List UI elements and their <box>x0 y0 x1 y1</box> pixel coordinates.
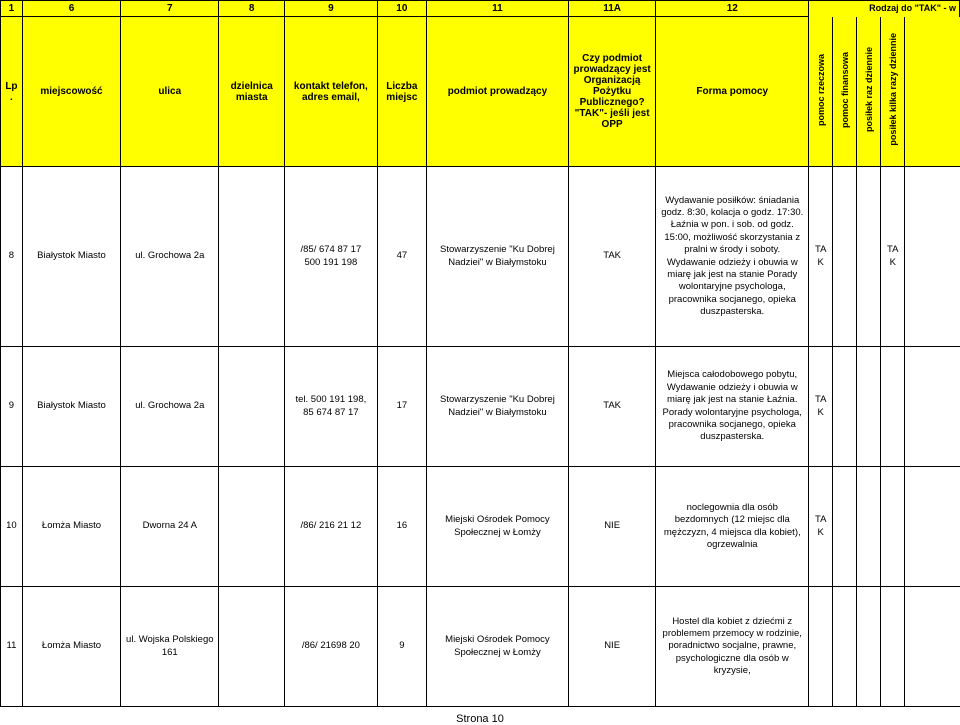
cell-lp: 9 <box>1 347 23 467</box>
table-row: 11 Łomża Miasto ul. Wojska Polskiego 161… <box>1 587 960 707</box>
hdr-v4-label: posiłek kilka razy dziennie <box>888 33 898 146</box>
cell-kontakt: tel. 500 191 198, 85 674 87 17 <box>284 347 377 467</box>
cell-opp: TAK <box>568 347 655 467</box>
data-table: 1 6 7 8 9 10 11 11A 12 Rodzaj do "TAK" -… <box>0 0 960 707</box>
cell-v4 <box>881 587 905 707</box>
cell-ulica: Dworna 24 A <box>121 467 219 587</box>
table-body: 8 Białystok Miasto ul. Grochowa 2a /85/ … <box>1 167 960 707</box>
cell-podmiot: Miejski Ośrodek Pomocy Społecznej w Łomż… <box>426 587 568 707</box>
cell-dzielnica <box>219 347 285 467</box>
hdr-v3-label: posiłek raz dziennie <box>864 47 874 132</box>
cell-opp: NIE <box>568 467 655 587</box>
cell-miejscowosc: Łomża Miasto <box>22 467 120 587</box>
cell-v1 <box>809 587 833 707</box>
hdr-v1-label: pomoc rzeczowa <box>816 54 826 126</box>
colnum-12: 12 <box>656 1 809 17</box>
cell-ulica: ul. Wojska Polskiego 161 <box>121 587 219 707</box>
colnum-11a: 11A <box>568 1 655 17</box>
cell-forma: Hostel dla kobiet z dziećmi z problemem … <box>656 587 809 707</box>
rodzaj-label: Rodzaj do "TAK" - w <box>869 3 956 13</box>
cell-miejscowosc: Łomża Miasto <box>22 587 120 707</box>
column-label-row: Lp. miejscowość ulica dzielnica miasta k… <box>1 17 960 167</box>
cell-kontakt: /86/ 21698 20 <box>284 587 377 707</box>
cell-extra <box>905 347 960 467</box>
cell-v2 <box>833 467 857 587</box>
cell-v1: TAK <box>809 467 833 587</box>
colnum-9: 9 <box>284 1 377 17</box>
cell-extra <box>905 167 960 347</box>
hdr-dzielnica: dzielnica miasta <box>219 17 285 167</box>
cell-extra <box>905 587 960 707</box>
cell-ulica: ul. Grochowa 2a <box>121 347 219 467</box>
cell-v2 <box>833 587 857 707</box>
cell-liczba: 9 <box>377 587 426 707</box>
cell-forma: Wydawanie posiłków: śniadania godz. 8:30… <box>656 167 809 347</box>
colnum-6: 6 <box>22 1 120 17</box>
hdr-opp: Czy podmiot prowadzący jest Organizacją … <box>568 17 655 167</box>
cell-podmiot: Stowarzyszenie "Ku Dobrej Nadziei" w Bia… <box>426 347 568 467</box>
cell-miejscowosc: Białystok Miasto <box>22 167 120 347</box>
cell-dzielnica <box>219 587 285 707</box>
colnum-10: 10 <box>377 1 426 17</box>
cell-v3 <box>857 347 881 467</box>
hdr-v1: pomoc rzeczowa <box>809 17 833 167</box>
cell-v1: TAK <box>809 167 833 347</box>
hdr-v2-label: pomoc finansowa <box>840 52 850 128</box>
cell-v4 <box>881 467 905 587</box>
cell-dzielnica <box>219 167 285 347</box>
cell-podmiot: Stowarzyszenie "Ku Dobrej Nadziei" w Bia… <box>426 167 568 347</box>
cell-lp: 11 <box>1 587 23 707</box>
hdr-kontakt: kontakt telefon, adres email, <box>284 17 377 167</box>
hdr-ulica: ulica <box>121 17 219 167</box>
cell-v2 <box>833 167 857 347</box>
column-number-row: 1 6 7 8 9 10 11 11A 12 Rodzaj do "TAK" -… <box>1 1 960 17</box>
table-row: 10 Łomża Miasto Dworna 24 A /86/ 216 21 … <box>1 467 960 587</box>
cell-forma: noclegownia dla osób bezdomnych (12 miej… <box>656 467 809 587</box>
colnum-7: 7 <box>121 1 219 17</box>
cell-opp: NIE <box>568 587 655 707</box>
cell-kontakt: /86/ 216 21 12 <box>284 467 377 587</box>
hdr-v3: posiłek raz dziennie <box>857 17 881 167</box>
cell-extra <box>905 467 960 587</box>
cell-v3 <box>857 167 881 347</box>
table-row: 8 Białystok Miasto ul. Grochowa 2a /85/ … <box>1 167 960 347</box>
hdr-v4: posiłek kilka razy dziennie <box>881 17 905 167</box>
cell-v4 <box>881 347 905 467</box>
hdr-miejscowosc: miejscowość <box>22 17 120 167</box>
hdr-forma: Forma pomocy <box>656 17 809 167</box>
cell-v1: TAK <box>809 347 833 467</box>
hdr-podmiot: podmiot prowadzący <box>426 17 568 167</box>
cell-forma: Miejsca całodobowego pobytu, Wydawanie o… <box>656 347 809 467</box>
cell-ulica: ul. Grochowa 2a <box>121 167 219 347</box>
cell-v3 <box>857 587 881 707</box>
hdr-lp: Lp. <box>1 17 23 167</box>
cell-kontakt: /85/ 674 87 17 500 191 198 <box>284 167 377 347</box>
page-footer: Strona 10 <box>0 707 960 725</box>
cell-dzielnica <box>219 467 285 587</box>
cell-liczba: 17 <box>377 347 426 467</box>
cell-lp: 8 <box>1 167 23 347</box>
hdr-extra <box>905 17 960 167</box>
cell-v4: TAK <box>881 167 905 347</box>
rodzaj-header: Rodzaj do "TAK" - w <box>809 1 960 17</box>
cell-v2 <box>833 347 857 467</box>
cell-lp: 10 <box>1 467 23 587</box>
colnum-11: 11 <box>426 1 568 17</box>
cell-v3 <box>857 467 881 587</box>
cell-opp: TAK <box>568 167 655 347</box>
colnum-8: 8 <box>219 1 285 17</box>
cell-liczba: 16 <box>377 467 426 587</box>
hdr-v2: pomoc finansowa <box>833 17 857 167</box>
cell-miejscowosc: Białystok Miasto <box>22 347 120 467</box>
table-row: 9 Białystok Miasto ul. Grochowa 2a tel. … <box>1 347 960 467</box>
colnum-1: 1 <box>1 1 23 17</box>
cell-podmiot: Miejski Ośrodek Pomocy Społecznej w Łomż… <box>426 467 568 587</box>
hdr-liczba: Liczba miejsc <box>377 17 426 167</box>
cell-liczba: 47 <box>377 167 426 347</box>
